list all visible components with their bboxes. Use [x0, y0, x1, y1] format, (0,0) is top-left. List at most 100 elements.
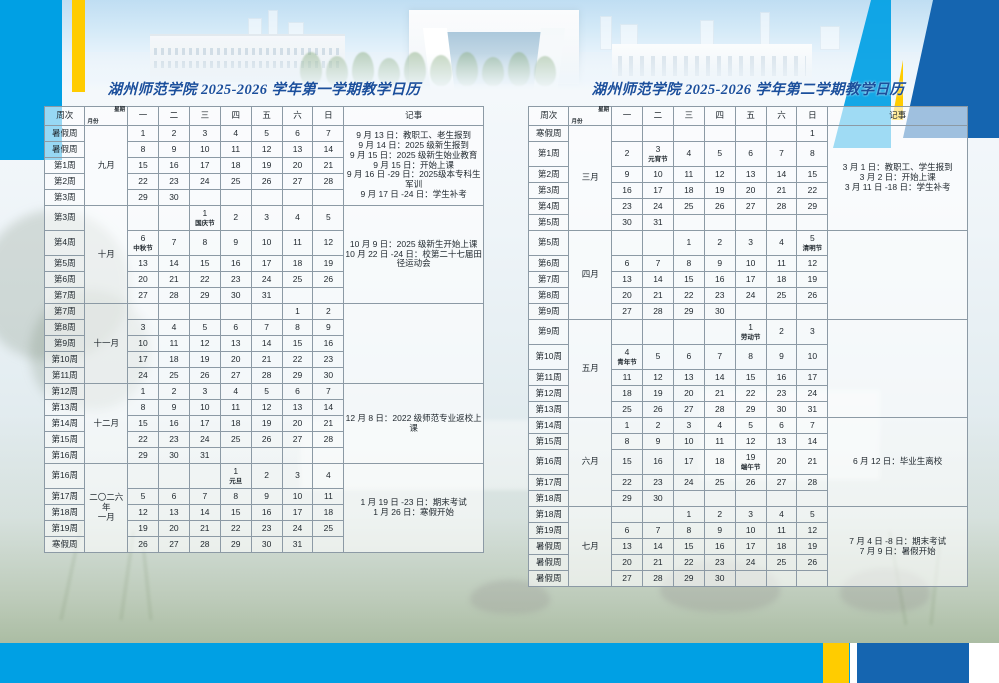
calendar-day-cell[interactable]: 20	[765, 449, 798, 475]
calendar-day-cell[interactable]: 9	[611, 166, 643, 183]
calendar-day-cell[interactable]: 25	[219, 431, 252, 448]
calendar-day-cell[interactable]: 9	[157, 399, 190, 416]
calendar-day-cell[interactable]: 18	[281, 255, 314, 272]
calendar-day-cell[interactable]: 9	[703, 522, 736, 539]
calendar-day-cell[interactable]: 17	[188, 157, 221, 174]
calendar-day-cell[interactable]: 7	[641, 522, 674, 539]
calendar-day-cell[interactable]: 30	[611, 214, 643, 231]
calendar-day-cell[interactable]: 22	[188, 271, 221, 288]
calendar-day-cell[interactable]: 30	[765, 401, 798, 418]
calendar-day-cell[interactable]	[796, 303, 829, 320]
calendar-day-cell[interactable]: 25	[611, 401, 643, 418]
calendar-day-cell[interactable]: 20	[611, 554, 643, 571]
calendar-day-cell[interactable]	[157, 303, 190, 320]
calendar-day-cell[interactable]: 29	[611, 490, 643, 507]
calendar-day-cell[interactable]: 10	[250, 230, 283, 256]
calendar-day-cell[interactable]: 9	[703, 255, 736, 272]
calendar-day-cell[interactable]: 30	[219, 287, 252, 304]
calendar-day-cell[interactable]: 6	[219, 319, 252, 336]
calendar-day-cell[interactable]: 20	[611, 287, 643, 304]
calendar-day-cell[interactable]: 8	[127, 399, 159, 416]
calendar-day-cell[interactable]	[672, 490, 705, 507]
calendar-day-cell[interactable]: 29	[796, 198, 829, 215]
calendar-day-cell[interactable]: 9	[219, 230, 252, 256]
calendar-day-cell[interactable]: 1 元旦	[219, 463, 252, 489]
calendar-day-cell[interactable]: 21	[312, 157, 345, 174]
calendar-day-cell[interactable]: 28	[250, 367, 283, 384]
calendar-day-cell[interactable]	[611, 125, 643, 142]
calendar-day-cell[interactable]	[188, 303, 221, 320]
calendar-day-cell[interactable]: 27	[281, 431, 314, 448]
calendar-day-cell[interactable]: 13	[127, 255, 159, 272]
calendar-day-cell[interactable]	[765, 214, 798, 231]
calendar-day-cell[interactable]: 1	[796, 125, 829, 142]
calendar-day-cell[interactable]: 23	[312, 351, 345, 368]
calendar-day-cell[interactable]	[157, 205, 190, 231]
calendar-day-cell[interactable]: 23	[765, 385, 798, 402]
calendar-day-cell[interactable]: 22	[672, 554, 705, 571]
calendar-day-cell[interactable]: 27	[127, 287, 159, 304]
calendar-day-cell[interactable]: 6	[611, 522, 643, 539]
calendar-day-cell[interactable]: 10	[641, 166, 674, 183]
calendar-day-cell[interactable]: 21	[796, 449, 829, 475]
calendar-day-cell[interactable]: 8	[734, 344, 767, 370]
calendar-day-cell[interactable]: 19	[250, 157, 283, 174]
calendar-day-cell[interactable]	[734, 125, 767, 142]
calendar-day-cell[interactable]: 1 劳动节	[734, 319, 767, 345]
calendar-day-cell[interactable]: 6	[765, 417, 798, 434]
calendar-day-cell[interactable]	[703, 319, 736, 345]
calendar-day-cell[interactable]: 13	[281, 141, 314, 158]
calendar-day-cell[interactable]: 18	[672, 182, 705, 199]
calendar-day-cell[interactable]: 15	[127, 157, 159, 174]
calendar-day-cell[interactable]: 29	[219, 536, 252, 553]
calendar-day-cell[interactable]: 20	[734, 182, 767, 199]
calendar-day-cell[interactable]	[703, 214, 736, 231]
calendar-day-cell[interactable]: 30	[250, 536, 283, 553]
calendar-day-cell[interactable]: 11	[157, 335, 190, 352]
calendar-day-cell[interactable]: 15	[672, 271, 705, 288]
calendar-day-cell[interactable]: 25	[703, 474, 736, 491]
calendar-day-cell[interactable]: 26	[796, 287, 829, 304]
calendar-day-cell[interactable]: 3	[672, 417, 705, 434]
calendar-day-cell[interactable]: 27	[611, 303, 643, 320]
calendar-day-cell[interactable]: 15	[127, 415, 159, 432]
calendar-day-cell[interactable]: 14	[641, 271, 674, 288]
calendar-day-cell[interactable]: 27	[611, 570, 643, 587]
calendar-day-cell[interactable]	[765, 303, 798, 320]
calendar-day-cell[interactable]: 2	[765, 319, 798, 345]
calendar-day-cell[interactable]	[641, 230, 674, 256]
calendar-day-cell[interactable]: 24	[641, 198, 674, 215]
calendar-day-cell[interactable]	[672, 214, 705, 231]
calendar-day-cell[interactable]: 14	[157, 255, 190, 272]
calendar-day-cell[interactable]: 5	[703, 141, 736, 167]
calendar-day-cell[interactable]: 19	[127, 520, 159, 537]
calendar-day-cell[interactable]: 18	[219, 157, 252, 174]
calendar-day-cell[interactable]: 1	[127, 383, 159, 400]
calendar-day-cell[interactable]: 12	[312, 230, 345, 256]
calendar-day-cell[interactable]: 31	[250, 287, 283, 304]
calendar-day-cell[interactable]	[312, 447, 345, 464]
calendar-day-cell[interactable]: 15	[188, 255, 221, 272]
calendar-day-cell[interactable]: 28	[312, 173, 345, 190]
calendar-day-cell[interactable]	[250, 303, 283, 320]
calendar-day-cell[interactable]: 12	[127, 504, 159, 521]
calendar-day-cell[interactable]: 7	[641, 255, 674, 272]
calendar-day-cell[interactable]	[127, 303, 159, 320]
calendar-day-cell[interactable]: 20	[157, 520, 190, 537]
calendar-day-cell[interactable]	[641, 319, 674, 345]
calendar-day-cell[interactable]: 4 青年节	[611, 344, 643, 370]
calendar-day-cell[interactable]: 5 清明节	[796, 230, 829, 256]
calendar-day-cell[interactable]: 3	[796, 319, 829, 345]
calendar-day-cell[interactable]: 23	[157, 173, 190, 190]
calendar-day-cell[interactable]: 31	[188, 447, 221, 464]
calendar-day-cell[interactable]	[281, 287, 314, 304]
calendar-day-cell[interactable]: 10	[672, 433, 705, 450]
calendar-day-cell[interactable]: 13	[734, 166, 767, 183]
calendar-day-cell[interactable]: 4	[765, 230, 798, 256]
calendar-day-cell[interactable]: 14	[765, 166, 798, 183]
calendar-day-cell[interactable]: 30	[703, 570, 736, 587]
calendar-day-cell[interactable]: 17	[734, 538, 767, 555]
calendar-day-cell[interactable]: 26	[734, 474, 767, 491]
calendar-day-cell[interactable]	[703, 490, 736, 507]
calendar-day-cell[interactable]: 26	[312, 271, 345, 288]
